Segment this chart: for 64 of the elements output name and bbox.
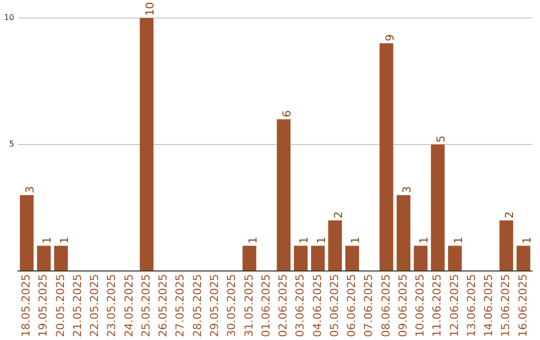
data-label: 1 bbox=[314, 236, 328, 244]
x-tick-label: 02.06.2025 bbox=[276, 274, 290, 338]
x-tick-label: 13.06.2025 bbox=[464, 274, 478, 338]
bar bbox=[516, 246, 530, 271]
bar bbox=[37, 246, 51, 271]
x-tick-label: 03.06.2025 bbox=[294, 274, 307, 338]
data-label: 1 bbox=[246, 236, 260, 244]
data-label: 1 bbox=[349, 236, 362, 244]
x-tick-label: 11.06.2025 bbox=[430, 274, 444, 338]
data-label: 3 bbox=[24, 186, 37, 194]
data-label: 5 bbox=[434, 136, 448, 143]
x-tick-label: 19.05.2025 bbox=[36, 274, 50, 338]
x-tick-label: 20.05.2025 bbox=[54, 274, 67, 338]
data-label: 3 bbox=[400, 186, 414, 194]
x-tick-label: 21.05.2025 bbox=[70, 274, 84, 338]
bar bbox=[414, 246, 428, 271]
x-tick-label: 09.06.2025 bbox=[396, 274, 410, 338]
bar bbox=[54, 246, 68, 271]
x-tick-label: 24.05.2025 bbox=[122, 274, 136, 338]
x-tick-label: 04.06.2025 bbox=[310, 274, 324, 338]
x-tick-label: 31.05.2025 bbox=[242, 274, 256, 338]
x-tick-label: 15.06.2025 bbox=[499, 274, 512, 338]
data-label: 9 bbox=[383, 34, 396, 42]
x-tick-label: 12.06.2025 bbox=[448, 274, 461, 338]
bar bbox=[345, 246, 360, 271]
data-label: 1 bbox=[58, 236, 71, 244]
x-tick-label: 29.05.2025 bbox=[208, 274, 222, 338]
x-tick-label: 28.05.2025 bbox=[190, 274, 204, 338]
bar bbox=[430, 144, 445, 271]
x-tick-label: 18.05.2025 bbox=[20, 274, 33, 338]
data-label: 2 bbox=[503, 211, 516, 218]
x-tick-label: 08.06.2025 bbox=[379, 274, 392, 338]
bar bbox=[396, 195, 410, 271]
bar bbox=[380, 43, 394, 271]
x-tick-label: 26.05.2025 bbox=[156, 274, 170, 338]
x-tick-label: 14.06.2025 bbox=[482, 274, 496, 338]
x-tick-label: 25.05.2025 bbox=[139, 274, 152, 338]
x-tick-label: 27.05.2025 bbox=[174, 274, 187, 338]
data-label: 10 bbox=[143, 2, 156, 16]
x-tick-label: 16.06.2025 bbox=[516, 274, 530, 338]
data-label: 1 bbox=[298, 236, 311, 244]
data-label: 1 bbox=[418, 236, 431, 244]
x-tick-label: 01.06.2025 bbox=[259, 274, 272, 338]
x-tick-label: 22.05.2025 bbox=[88, 274, 102, 338]
bar bbox=[448, 246, 462, 271]
bar bbox=[311, 246, 325, 271]
data-label: 1 bbox=[520, 236, 534, 244]
bar bbox=[328, 220, 342, 271]
data-label: 1 bbox=[452, 236, 465, 244]
data-label: 1 bbox=[40, 236, 54, 244]
bar bbox=[499, 220, 514, 271]
bar bbox=[140, 18, 154, 271]
bar bbox=[20, 195, 34, 271]
bar bbox=[276, 119, 291, 271]
x-tick-label: 30.05.2025 bbox=[225, 274, 238, 338]
data-label: 2 bbox=[332, 211, 345, 218]
x-tick-label: 05.06.2025 bbox=[328, 274, 341, 338]
x-tick-label: 06.06.2025 bbox=[345, 274, 358, 338]
bar bbox=[242, 246, 256, 271]
x-tick-label: 10.06.2025 bbox=[414, 274, 427, 338]
x-tick-label: 07.06.2025 bbox=[362, 274, 376, 338]
bar bbox=[294, 246, 308, 271]
data-label: 6 bbox=[280, 110, 294, 118]
x-tick-label: 23.05.2025 bbox=[105, 274, 118, 338]
